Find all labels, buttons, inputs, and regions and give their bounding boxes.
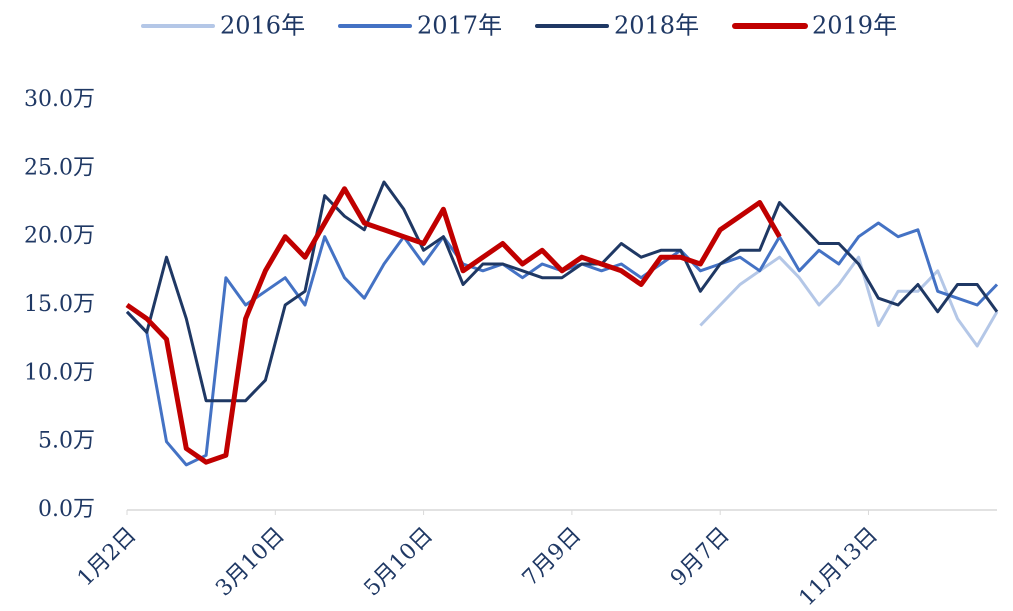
y-tick-label: 5.0万 xyxy=(38,429,95,454)
y-tick-label: 0.0万 xyxy=(38,497,95,522)
series-line xyxy=(125,180,999,403)
x-tick-label: 11月13日 xyxy=(795,523,883,611)
series-line xyxy=(125,221,999,467)
y-tick-label: 10.0万 xyxy=(24,360,95,385)
legend-label: 2018年 xyxy=(614,12,699,40)
legend-label: 2016年 xyxy=(220,12,305,40)
legend-label: 2017年 xyxy=(417,12,502,40)
y-tick-label: 25.0万 xyxy=(24,155,95,180)
y-tick-label: 15.0万 xyxy=(24,292,95,317)
x-tick-label: 3月10日 xyxy=(211,523,289,601)
series-line xyxy=(699,255,999,348)
x-tick-label: 5月10日 xyxy=(360,523,438,601)
y-tick-label: 20.0万 xyxy=(24,224,95,249)
x-tick-label: 7月9日 xyxy=(518,523,587,592)
y-tick-label: 30.0万 xyxy=(24,87,95,112)
x-tick-label: 1月2日 xyxy=(73,523,142,592)
x-tick-label: 9月7日 xyxy=(666,523,735,592)
legend-label: 2019年 xyxy=(812,12,897,40)
series-line xyxy=(125,186,782,465)
